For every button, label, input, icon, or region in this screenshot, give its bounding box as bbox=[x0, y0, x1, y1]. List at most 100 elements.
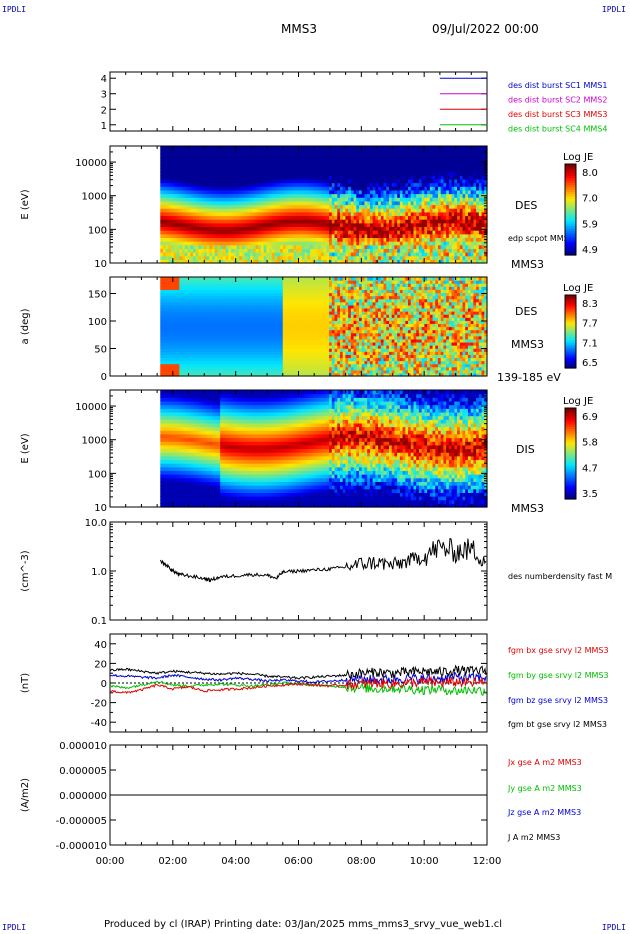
spectrogram-cell bbox=[271, 237, 276, 242]
spectrogram-cell bbox=[187, 204, 191, 209]
spectrogram-cell bbox=[255, 222, 259, 228]
spectrogram-cell bbox=[179, 215, 183, 220]
spectrogram-cell bbox=[261, 244, 265, 249]
spectrogram-cell bbox=[192, 252, 197, 257]
spectrogram-cell bbox=[263, 182, 268, 187]
spectrogram-cell bbox=[258, 208, 262, 213]
spectrogram-cell bbox=[225, 259, 229, 264]
spectrogram-cell bbox=[258, 171, 262, 176]
spectrogram-cell bbox=[236, 219, 240, 224]
spectrogram-cell bbox=[296, 219, 300, 224]
spectrogram-cell bbox=[285, 204, 289, 209]
spectrogram-cell bbox=[258, 146, 262, 151]
spectrogram-cell bbox=[293, 259, 298, 264]
spectrogram-cell bbox=[209, 259, 213, 264]
spectrogram-cell bbox=[282, 248, 287, 253]
spectrogram-cell bbox=[307, 208, 311, 213]
spectrogram-cell bbox=[266, 204, 270, 209]
spectrogram-cell bbox=[277, 208, 281, 213]
spectrogram-cell bbox=[250, 226, 254, 231]
spectrogram-cell bbox=[301, 189, 306, 195]
spectrogram-cell bbox=[290, 178, 295, 184]
spectrogram-cell bbox=[296, 200, 300, 206]
spectrogram-cell bbox=[179, 226, 183, 231]
spectrogram-cell bbox=[203, 222, 208, 228]
spectrogram-cell bbox=[280, 146, 284, 151]
spectrogram-cell bbox=[211, 197, 216, 202]
spectrogram-cell bbox=[217, 215, 221, 220]
spectrogram-cell bbox=[282, 197, 287, 202]
spectrogram-cell bbox=[299, 259, 303, 264]
spectrogram-cell bbox=[209, 146, 213, 151]
spectrogram-cell bbox=[236, 230, 240, 235]
spectrogram-cell bbox=[225, 153, 229, 158]
spectrogram-cell bbox=[182, 259, 186, 264]
spectrogram-cell bbox=[192, 171, 197, 176]
spectrogram-cell bbox=[214, 259, 219, 264]
spectrogram-cell bbox=[239, 182, 243, 187]
spectrogram-cell bbox=[261, 153, 265, 158]
spectrogram-cell bbox=[209, 230, 213, 235]
spectrogram-cell bbox=[206, 244, 210, 249]
spectrogram-cell bbox=[201, 200, 205, 206]
spectrogram-cell bbox=[206, 211, 210, 217]
spectrogram-cell bbox=[307, 167, 311, 173]
spectrogram-cell bbox=[201, 167, 205, 173]
spectrogram-cell bbox=[282, 178, 287, 184]
spectrogram-cell bbox=[168, 255, 172, 260]
spectrogram-cell bbox=[190, 182, 194, 187]
spectrogram-cell bbox=[225, 175, 229, 180]
spectrogram-cell bbox=[228, 189, 232, 195]
spectrogram-cell bbox=[165, 241, 170, 246]
spectrogram-cell bbox=[239, 189, 243, 195]
spectrogram-cell bbox=[160, 226, 164, 231]
spectrogram-cell bbox=[184, 164, 189, 169]
spectrogram-cell bbox=[222, 146, 227, 151]
spectrogram-cell bbox=[192, 189, 197, 195]
spectrogram-cell bbox=[165, 230, 170, 235]
spectrogram-cell bbox=[239, 222, 243, 228]
spectrogram-cell bbox=[271, 208, 276, 213]
spectrogram-cell bbox=[173, 252, 178, 257]
spectrogram-cell bbox=[263, 197, 268, 202]
spectrogram-cell bbox=[209, 175, 213, 180]
spectrogram-cell bbox=[211, 208, 216, 213]
spectrogram-cell bbox=[236, 241, 240, 246]
spectrogram-cell bbox=[211, 146, 216, 151]
spectrogram-cell bbox=[206, 171, 210, 176]
spectrogram-cell bbox=[220, 244, 224, 249]
spectrogram-cell bbox=[285, 153, 289, 158]
spectrogram-cell bbox=[179, 189, 183, 195]
spectrogram-cell bbox=[266, 197, 270, 202]
spectrogram-cell bbox=[214, 222, 219, 228]
spectrogram-cell bbox=[266, 164, 270, 169]
spectrogram-cell bbox=[214, 186, 219, 191]
spectrogram-cell bbox=[290, 237, 295, 242]
spectrogram-cell bbox=[168, 252, 172, 257]
spectrogram-cell bbox=[195, 156, 199, 162]
spectrogram-cell bbox=[299, 149, 303, 154]
spectrogram-cell bbox=[288, 153, 292, 158]
spectrogram-cell bbox=[160, 211, 164, 217]
legend-label: des dist burst SC3 MMS3 bbox=[508, 110, 607, 119]
spectrogram-cell bbox=[290, 241, 295, 246]
spectrogram-cell bbox=[277, 153, 281, 158]
spectrogram-cell bbox=[288, 211, 292, 217]
spectrogram-cell bbox=[179, 175, 183, 180]
spectrogram-cell bbox=[296, 244, 300, 249]
spectrogram-cell bbox=[261, 186, 265, 191]
spectrogram-cell bbox=[258, 219, 262, 224]
spectrogram-cell bbox=[280, 237, 284, 242]
spectrogram-cell bbox=[165, 255, 170, 260]
spectrogram-cell bbox=[209, 171, 213, 176]
spectrogram-cell bbox=[293, 204, 298, 209]
spectrogram-cell bbox=[241, 248, 246, 253]
spectrogram-cell bbox=[304, 167, 308, 173]
spectrogram-cell bbox=[263, 255, 268, 260]
spectrogram-cell bbox=[231, 178, 235, 184]
spectrogram-cell bbox=[222, 215, 227, 220]
spectrogram-cell bbox=[192, 186, 197, 191]
spectrogram-cell bbox=[266, 208, 270, 213]
spectrogram-cell bbox=[165, 164, 170, 169]
spectrogram-cell bbox=[310, 230, 314, 235]
